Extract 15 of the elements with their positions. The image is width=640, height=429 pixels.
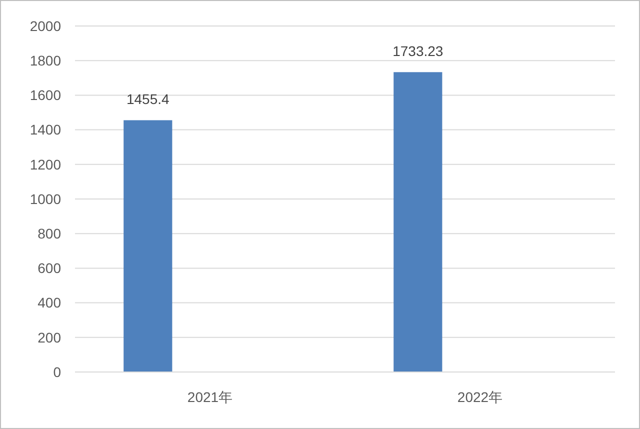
y-tick-label: 0 [53,364,62,380]
y-tick-label: 400 [38,294,62,311]
y-tick-label: 1600 [30,87,62,104]
y-tick-label: 600 [38,260,62,276]
y-tick-label: 200 [38,329,62,346]
y-tick-label: 1400 [30,122,62,138]
y-tick-label: 2000 [30,18,62,34]
y-tick-label: 800 [38,226,62,242]
y-tick-label: 1800 [30,52,62,68]
data-label: 1455.4 [126,91,170,108]
x-tick-label: 2022年 [457,389,503,405]
data-label: 1733.23 [392,43,444,60]
y-tick-label: 1000 [30,190,62,207]
y-tick-label: 1200 [30,156,62,172]
x-tick-label: 2021年 [187,389,233,405]
